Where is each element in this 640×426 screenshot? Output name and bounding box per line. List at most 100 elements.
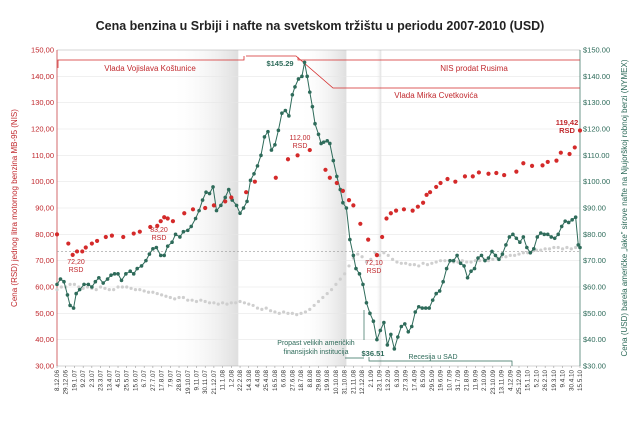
gray-point	[251, 303, 255, 308]
fuel-point	[470, 174, 475, 179]
oil-point	[399, 324, 404, 329]
x-tick-label: 23.3.07	[98, 370, 105, 392]
gray-point	[338, 277, 342, 281]
gray-point	[534, 248, 539, 252]
label-recession: Recesija u SAD	[408, 354, 457, 361]
oil-point	[293, 85, 297, 89]
x-tick-label: 15.6.07	[132, 370, 139, 392]
oil-point	[444, 266, 449, 271]
oil-point	[219, 203, 223, 208]
oil-point	[542, 232, 547, 237]
gray-point	[543, 247, 547, 251]
fuel-point	[572, 145, 577, 150]
gray-point	[560, 247, 565, 251]
fuel-point	[540, 163, 545, 168]
oil-point	[296, 77, 301, 81]
x-tick-label: 15.5.10	[577, 370, 584, 392]
x-tick-label: 14.3.08	[246, 370, 253, 392]
oil-point	[273, 143, 277, 147]
gray-point	[107, 288, 111, 292]
y-axis-label-left: Cena (RSD) jednog litra motornog benzina…	[10, 109, 19, 307]
oil-point	[573, 215, 578, 220]
oil-point	[521, 235, 526, 239]
oil-point	[328, 141, 332, 146]
oil-point	[74, 291, 78, 296]
oil-point	[162, 253, 167, 258]
gray-point	[264, 306, 268, 310]
x-tick-label: 2.1.09	[368, 370, 375, 388]
oil-point	[193, 216, 198, 221]
gray-point	[469, 260, 473, 264]
fuel-point	[162, 215, 167, 220]
gray-point	[221, 301, 225, 305]
gray-point	[404, 261, 408, 265]
fuel-point	[89, 241, 94, 246]
gray-point	[168, 295, 172, 300]
oil-point	[266, 129, 270, 134]
x-tick-label: 4.4.08	[254, 370, 261, 388]
oil-point	[528, 250, 533, 255]
oil-point	[97, 275, 101, 280]
oil-point	[423, 306, 428, 310]
gray-point	[343, 272, 347, 276]
y-tick-right: $80.00	[583, 230, 606, 239]
fuel-point	[462, 174, 468, 179]
gray-point	[229, 301, 233, 305]
gray-point	[513, 253, 517, 257]
y-tick-right: $60.00	[583, 283, 606, 292]
x-tick-label: 23.10.09	[490, 370, 497, 395]
x-ticks: 8.12.06 29.12.06 19.1.07 9.2.07 2.3.07 23.3.0…	[54, 366, 584, 395]
gray-point	[521, 251, 525, 255]
x-tick-label: 30.4.10	[568, 370, 575, 392]
gray-point	[129, 286, 133, 290]
oil-point	[173, 232, 178, 237]
gray-point	[504, 255, 508, 259]
gray-point	[77, 285, 81, 289]
oil-point	[226, 187, 231, 192]
oil-point	[406, 329, 411, 334]
oil-point	[158, 253, 163, 258]
gray-point	[438, 259, 443, 263]
x-tick-label: 8.8.08	[307, 370, 314, 388]
oil-point	[310, 104, 315, 109]
gray-point	[116, 285, 120, 289]
fuel-point	[486, 171, 491, 176]
oil-point	[245, 199, 249, 204]
fuel-point	[74, 249, 80, 254]
x-tick-label: 27.7.07	[150, 370, 157, 392]
oil-point	[82, 282, 86, 287]
oil-point	[147, 252, 152, 256]
y-tick-right: $110.00	[583, 151, 610, 160]
x-tick-label: 18.7.08	[298, 370, 305, 392]
fuel-point	[494, 170, 499, 176]
label-low2007-price: 83,20	[150, 227, 168, 234]
oil-point	[344, 206, 349, 210]
fuel-point	[424, 192, 429, 197]
fuel-point	[438, 180, 443, 186]
oil-point	[549, 235, 554, 239]
gov-label-nis: NIS prodat Rusima	[440, 64, 508, 73]
oil-point	[90, 285, 94, 289]
fuel-point	[307, 147, 312, 153]
x-tick-label: 6.6.08	[281, 370, 288, 388]
fuel-point	[545, 159, 550, 165]
x-tick-label: 2.10.09	[481, 370, 488, 392]
gray-point	[216, 302, 220, 306]
oil-point	[234, 203, 239, 208]
oil-point	[427, 306, 432, 310]
oil-point	[181, 229, 186, 234]
label-end-price: 119,42	[556, 118, 579, 127]
x-tick-label: 21.12.07	[211, 370, 218, 395]
gray-point	[194, 299, 199, 304]
oil-point	[71, 306, 76, 310]
fuel-point	[384, 216, 389, 221]
fuel-point	[388, 211, 393, 216]
x-tick-label: 10.10.08	[333, 370, 340, 395]
x-tick-label: 29.12.06	[63, 370, 70, 395]
gray-point	[94, 288, 98, 292]
gray-point	[408, 263, 412, 267]
y-ticks-right: $30.00 $40.00 $50.00 $60.00 $70.00 $80.00 $90.…	[583, 46, 610, 371]
x-tick-label: 19.3.10	[551, 370, 558, 392]
y-tick-left: 110,00	[32, 151, 54, 160]
oil-point	[514, 236, 519, 241]
